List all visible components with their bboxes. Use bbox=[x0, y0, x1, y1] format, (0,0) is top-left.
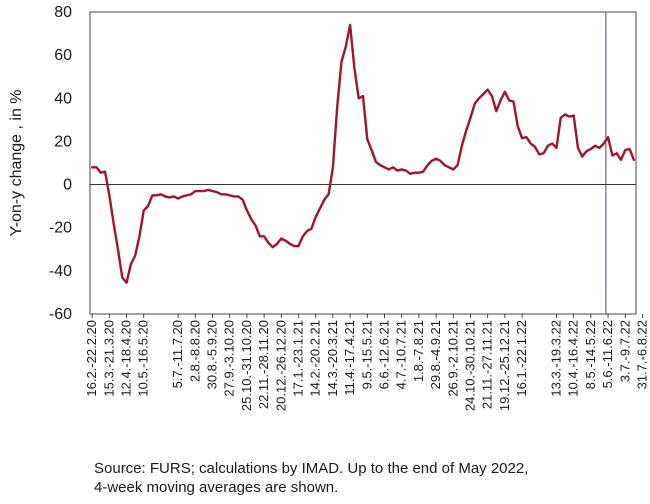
y-tick-label: -40 bbox=[49, 263, 72, 280]
x-tick-label: 17.1.-23.1.21 bbox=[291, 320, 306, 397]
plot-area bbox=[89, 11, 637, 315]
x-tick-label: 22.11.-28.11.20 bbox=[256, 320, 271, 409]
y-tick-label: 40 bbox=[54, 90, 72, 107]
y-tick-label: 80 bbox=[54, 4, 72, 21]
x-tick-label: 16.2.-22.2.20 bbox=[84, 320, 99, 397]
x-tick-label: 2.8.-8.8.20 bbox=[187, 320, 202, 382]
x-tick-label: 8.5.-14.5.22 bbox=[583, 320, 598, 389]
x-tick-label: 27.9.-3.10.20 bbox=[222, 320, 237, 397]
x-tick-label: 26.9.-2.10.21 bbox=[445, 320, 460, 397]
source-note: Source: FURS; calculations by IMAD. Up t… bbox=[94, 459, 634, 497]
x-tick-label: 15.3.-21.3.20 bbox=[101, 320, 116, 397]
y-axis-label: Y-on-y change , in % bbox=[8, 89, 25, 236]
y-axis-ticks: 80 60 40 20 0 -20 -40 -60 bbox=[49, 4, 72, 323]
x-tick-label: 10.5.-16.5.20 bbox=[136, 320, 151, 397]
x-tick-label: 16.1.-22.1.22 bbox=[514, 320, 529, 397]
x-tick-label: 14.3.-20.3.21 bbox=[325, 320, 340, 397]
x-tick-label: 3.7.-9.7.22 bbox=[617, 320, 632, 382]
x-tick-label: 30.8.-5.9.20 bbox=[205, 320, 220, 389]
source-note-line-1: Source: FURS; calculations by IMAD. Up t… bbox=[94, 460, 529, 477]
x-tick-label: 11.4.-17.4.21 bbox=[342, 320, 357, 396]
x-axis-ticks: 16.2.-22.2.20 15.3.-21.3.20 12.4.-18.4.20 1… bbox=[84, 314, 649, 411]
x-tick-label: 31.7.-6.8.22 bbox=[634, 320, 649, 389]
x-tick-label: 5.6.-11.6.22 bbox=[600, 320, 615, 388]
x-tick-label: 24.10.-30.10.21 bbox=[462, 320, 477, 411]
series-line bbox=[90, 23, 636, 284]
x-tick-label: 13.3.-19.3.22 bbox=[548, 320, 563, 397]
x-tick-label: 29.8.-4.9.21 bbox=[428, 320, 443, 389]
source-note-line-2: 4-week moving averages are shown. bbox=[94, 479, 339, 496]
x-tick-label: 5.7.-11.7.20 bbox=[170, 320, 185, 388]
x-tick-label: 4.7.-10.7.21 bbox=[394, 320, 409, 389]
x-tick-label: 20.12.-26.12.20 bbox=[273, 320, 288, 411]
y-tick-label: 60 bbox=[54, 47, 72, 64]
x-tick-label: 19.12.-25.12.21 bbox=[497, 320, 512, 411]
y-tick-label: 0 bbox=[63, 177, 72, 194]
x-tick-label: 12.4.-18.4.20 bbox=[119, 320, 134, 397]
y-tick-label: -20 bbox=[49, 220, 72, 237]
x-tick-label: 9.5.-15.5.21 bbox=[359, 320, 374, 389]
x-tick-label: 21.11.-27.11.21 bbox=[480, 320, 495, 409]
x-tick-label: 14.2.-20.2.21 bbox=[308, 320, 323, 397]
x-tick-label: 25.10.-31.10.20 bbox=[239, 320, 254, 411]
x-tick-label: 10.4.-16.4.22 bbox=[566, 320, 581, 397]
x-tick-label: 6.6.-12.6.21 bbox=[376, 320, 391, 389]
y-tick-label: 20 bbox=[54, 133, 72, 150]
y-tick-label: -60 bbox=[49, 306, 72, 323]
x-tick-label: 1.8.-7.8.21 bbox=[411, 320, 426, 382]
